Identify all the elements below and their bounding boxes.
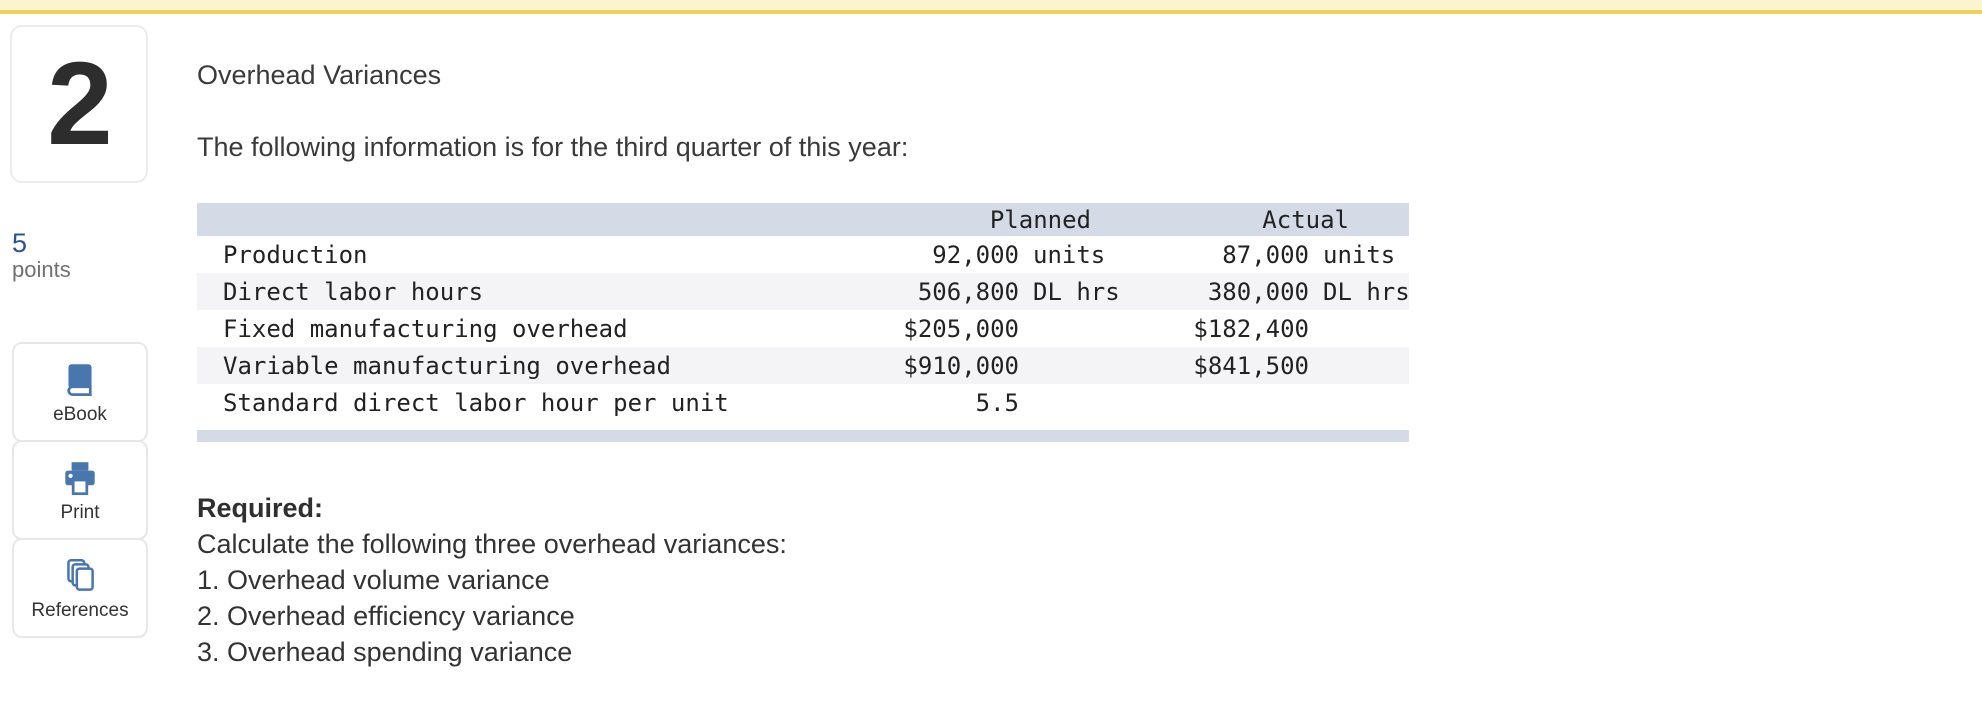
problem-intro: The following information is for the thi… <box>197 132 909 162</box>
table-row: Fixed manufacturing overhead $205,000 $1… <box>197 310 1409 347</box>
stacked-pages-icon <box>59 555 101 599</box>
row-label: Direct labor hours <box>223 277 484 306</box>
actual-value: $182,400 <box>1193 314 1309 343</box>
planned-value: $910,000 <box>903 351 1019 380</box>
tool-rail: eBook Print References <box>12 342 148 638</box>
question-number: 2 <box>47 38 113 170</box>
planned-value: 506,800 <box>917 277 1019 306</box>
table-row: Variable manufacturing overhead $910,000… <box>197 347 1409 384</box>
required-section: Required: Calculate the following three … <box>197 490 1437 670</box>
actual-value: 87,000 <box>1222 240 1309 269</box>
print-button[interactable]: Print <box>12 440 148 540</box>
row-label: Production <box>223 240 368 269</box>
points-value: 5 <box>12 228 28 258</box>
required-heading: Required: <box>197 493 324 523</box>
table-row: Direct labor hours 506,800 DL hrs 380,00… <box>197 273 1410 310</box>
print-label: Print <box>60 501 100 523</box>
points-block: 5 points <box>12 229 71 283</box>
required-intro: Calculate the following three overhead v… <box>197 529 787 559</box>
row-label: Variable manufacturing overhead <box>223 351 671 380</box>
table-header-row: Planned Actual <box>197 203 1409 236</box>
problem-title: Overhead Variances <box>197 60 442 90</box>
alert-banner <box>0 0 1982 14</box>
planned-column-header: Planned <box>989 205 1091 234</box>
table-row: Standard direct labor hour per unit 5.5 <box>197 384 1409 421</box>
required-item: 1. Overhead volume variance <box>197 565 550 595</box>
actual-column-header: Actual <box>1262 205 1349 234</box>
actual-unit: DL hrs <box>1323 277 1410 306</box>
references-button[interactable]: References <box>12 538 148 638</box>
references-label: References <box>31 599 129 621</box>
row-label: Fixed manufacturing overhead <box>223 314 628 343</box>
required-item: 3. Overhead spending variance <box>197 637 573 667</box>
book-icon <box>59 359 101 403</box>
problem-body: Overhead Variances The following informa… <box>197 0 1437 670</box>
required-item: 2. Overhead efficiency variance <box>197 601 575 631</box>
ebook-button[interactable]: eBook <box>12 342 148 442</box>
row-label: Standard direct labor hour per unit <box>223 388 729 417</box>
printer-icon <box>59 457 101 501</box>
ebook-label: eBook <box>53 403 107 425</box>
table-footer-band <box>197 430 1409 442</box>
actual-unit: units <box>1323 240 1396 269</box>
actual-value: 380,000 <box>1207 277 1309 306</box>
question-number-box: 2 <box>10 25 148 183</box>
planned-unit: units <box>1033 240 1106 269</box>
planned-value: 5.5 <box>975 388 1019 417</box>
planned-value: $205,000 <box>903 314 1019 343</box>
planned-value: 92,000 <box>932 240 1019 269</box>
table-row: Production 92,000 units 87,000 units <box>197 236 1409 273</box>
actual-value: $841,500 <box>1193 351 1309 380</box>
data-table: Planned Actual Production 92,000 units 8… <box>197 203 1410 442</box>
points-label: points <box>12 257 71 282</box>
planned-unit: DL hrs <box>1033 277 1120 306</box>
